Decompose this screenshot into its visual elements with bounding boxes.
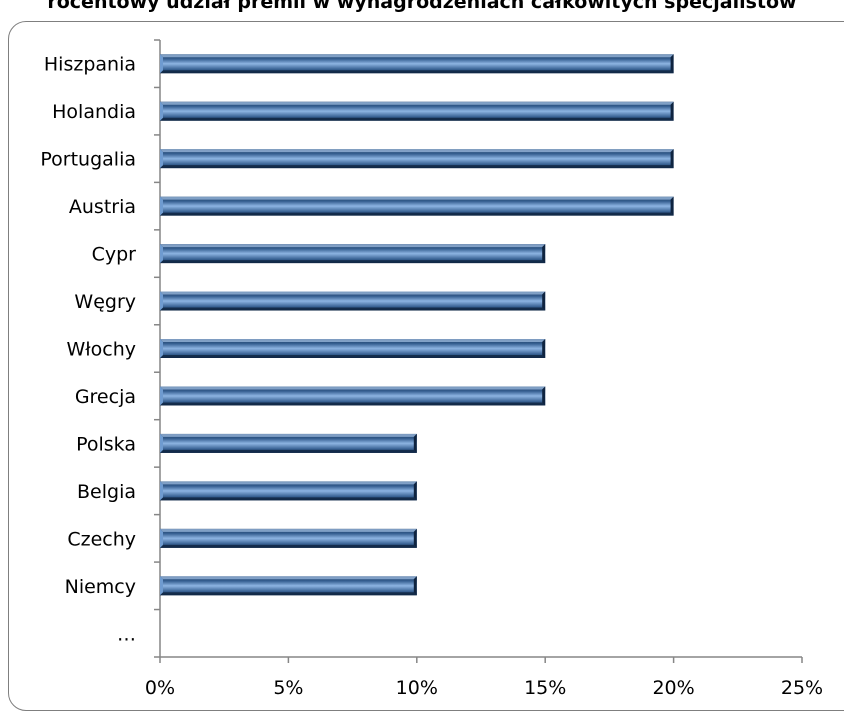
y-tick-label: Niemcy: [65, 576, 136, 598]
bar: [160, 386, 546, 406]
bar-bevel-end: [542, 291, 546, 311]
bar-bevel-end: [413, 528, 417, 548]
bar-bevel-start: [160, 339, 163, 358]
bar-bevel-bottom: [160, 260, 546, 264]
x-tick-label: 10%: [396, 677, 438, 699]
bar-body: [160, 433, 417, 453]
x-tick-label: 15%: [524, 677, 566, 699]
bar-bevel-end: [413, 481, 417, 501]
bar: [160, 101, 674, 121]
bar-bevel-start: [160, 149, 163, 169]
bar-bevel-bottom: [160, 449, 417, 453]
bar-bevel-bottom: [160, 70, 674, 74]
y-tick-label: Cypr: [92, 244, 137, 266]
bar-bevel-top: [160, 54, 674, 58]
y-tick-label: Belgia: [77, 481, 136, 503]
bar: [160, 528, 417, 548]
x-tick-label: 20%: [652, 677, 694, 699]
bar-bevel-start: [160, 291, 163, 311]
x-tick-label: 0%: [145, 677, 175, 699]
bar-bevel-top: [160, 149, 674, 153]
bar-bevel-end: [670, 54, 674, 74]
bar: [160, 433, 417, 453]
bar: [160, 244, 546, 264]
bar-bevel-end: [670, 101, 674, 121]
bar-body: [160, 54, 674, 74]
bar-bevel-end: [413, 576, 417, 596]
bar-body: [160, 481, 417, 501]
bar-bevel-bottom: [160, 117, 674, 121]
y-tick-label: Węgry: [74, 291, 136, 313]
bar-bevel-bottom: [160, 307, 546, 311]
bar: [160, 481, 417, 501]
y-tick-label: Grecja: [75, 386, 136, 408]
bar-bevel-end: [542, 339, 546, 358]
bar-body: [160, 576, 417, 596]
bar: [160, 196, 674, 216]
y-tick-label: Hiszpania: [44, 54, 136, 76]
bar: [160, 149, 674, 169]
y-tick-label: Czechy: [67, 528, 136, 550]
bar: [160, 339, 546, 358]
bar-bevel-top: [160, 528, 417, 532]
bar-bevel-top: [160, 291, 546, 295]
y-tick-label: Włochy: [66, 339, 136, 361]
bar: [160, 291, 546, 311]
bar: [160, 54, 674, 74]
bar-bevel-start: [160, 528, 163, 548]
bar-bevel-end: [670, 149, 674, 169]
bar-bevel-top: [160, 244, 546, 248]
bar-bevel-top: [160, 433, 417, 437]
bar-bevel-top: [160, 576, 417, 580]
bar: [160, 576, 417, 596]
bar-bevel-top: [160, 481, 417, 485]
bar-bevel-bottom: [160, 497, 417, 501]
x-tick-label: 25%: [781, 677, 823, 699]
chart-title: rocentowy udział premii w wynagrodzeniac…: [47, 0, 797, 13]
bar-bevel-bottom: [160, 212, 674, 216]
bar-bevel-start: [160, 244, 163, 264]
bar-body: [160, 149, 674, 169]
bar-bevel-bottom: [160, 165, 674, 169]
bar-bevel-bottom: [160, 544, 417, 548]
bar-bevel-start: [160, 576, 163, 596]
chart-frame: [8, 21, 844, 711]
y-tick-label: Polska: [76, 433, 136, 455]
y-tick-label: Holandia: [52, 101, 136, 123]
bar-bevel-top: [160, 339, 546, 342]
bar-bevel-start: [160, 101, 163, 121]
x-tick-label: 5%: [273, 677, 303, 699]
bar-bevel-bottom: [160, 355, 546, 358]
bar-bevel-end: [542, 244, 546, 264]
bar-body: [160, 386, 546, 406]
bar-bevel-start: [160, 433, 163, 453]
bar-body: [160, 528, 417, 548]
bar-bevel-start: [160, 54, 163, 74]
bar-bevel-end: [542, 386, 546, 406]
bar-bevel-end: [413, 433, 417, 453]
bar-bevel-top: [160, 101, 674, 105]
bar-body: [160, 196, 674, 216]
bar-bevel-bottom: [160, 402, 546, 406]
bar-body: [160, 244, 546, 264]
bar-body: [160, 291, 546, 311]
y-tick-label: …: [117, 623, 136, 645]
bar-bevel-end: [670, 196, 674, 216]
bar-bevel-top: [160, 386, 546, 390]
y-tick-label: Portugalia: [40, 149, 136, 171]
bar-bevel-bottom: [160, 592, 417, 596]
bar-bevel-start: [160, 196, 163, 216]
bar-body: [160, 339, 546, 358]
y-tick-label: Austria: [69, 196, 136, 218]
bar-bevel-start: [160, 481, 163, 501]
bar-bevel-start: [160, 386, 163, 406]
bar-bevel-top: [160, 196, 674, 200]
bar-body: [160, 101, 674, 121]
